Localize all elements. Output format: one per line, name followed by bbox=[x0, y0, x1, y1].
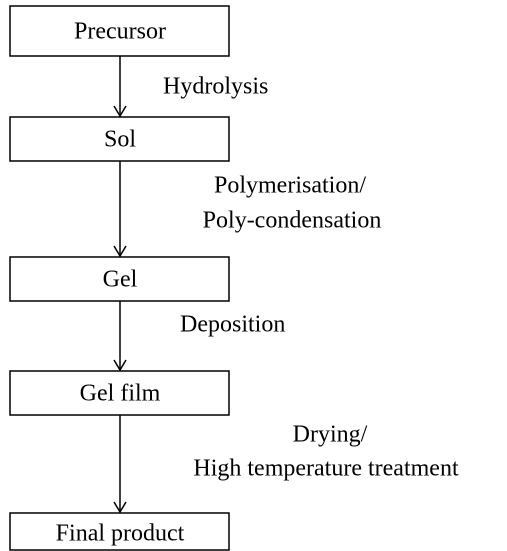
edge-label: Polymerisation/ bbox=[214, 173, 366, 199]
node-label: Gel film bbox=[80, 381, 161, 407]
edge-label: Drying/ bbox=[293, 422, 368, 448]
node-box bbox=[9, 512, 230, 551]
node-label: Final product bbox=[56, 521, 185, 547]
node-label: Gel bbox=[103, 267, 138, 293]
edge-label: Deposition bbox=[180, 312, 285, 338]
edge-label: Hydrolysis bbox=[163, 74, 268, 100]
node-box bbox=[9, 116, 230, 162]
node-label: Sol bbox=[104, 127, 136, 153]
edge-label: Poly-condensation bbox=[203, 208, 382, 234]
node-box bbox=[9, 256, 230, 302]
node-box bbox=[9, 5, 230, 57]
node-label: Precursor bbox=[74, 19, 166, 45]
edge-label: High temperature treatment bbox=[193, 456, 459, 482]
arrow-head bbox=[113, 245, 127, 258]
arrow-head bbox=[113, 105, 127, 118]
node-box bbox=[9, 370, 230, 416]
arrow-head bbox=[113, 359, 127, 372]
arrow-head bbox=[113, 501, 127, 514]
